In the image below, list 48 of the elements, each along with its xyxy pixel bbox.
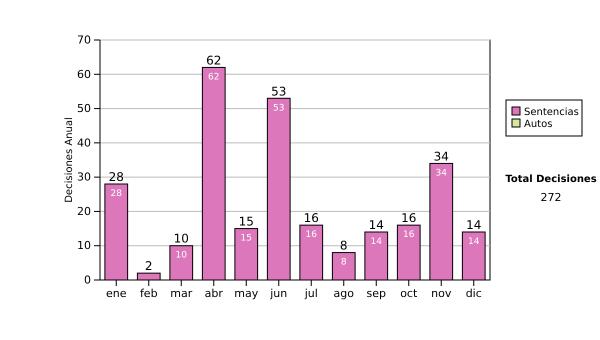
x-tick-label: ago (334, 286, 354, 300)
x-tick-label: nov (431, 286, 452, 300)
data-label: 34 (436, 168, 448, 178)
y-tick-label: 70 (77, 34, 91, 47)
y-axis-title: Decisiones Anual (64, 117, 75, 203)
total-label: 62 (206, 53, 222, 68)
total-label: 2 (144, 259, 153, 274)
y-tick-label: 10 (77, 239, 91, 252)
total-label: 34 (434, 149, 449, 164)
data-label: 62 (208, 72, 220, 82)
x-tick-label: may (234, 286, 259, 300)
y-tick-label: 30 (77, 170, 91, 184)
text: 272 (540, 191, 562, 204)
data-label: 8 (340, 258, 347, 268)
x-tick-label: mar (170, 286, 193, 300)
data-label: 14 (370, 237, 382, 247)
x-tick-label: feb (140, 286, 158, 300)
legend-label: Sentencias (524, 107, 579, 118)
data-label: 15 (240, 234, 252, 244)
total-label: 10 (174, 232, 189, 246)
data-label: 53 (273, 103, 284, 114)
x-tick-label: jun (269, 286, 288, 300)
data-label: 16 (306, 230, 318, 240)
text: Total Decisiones (505, 174, 597, 185)
y-tick-label: 50 (77, 102, 91, 116)
x-tick-label: sep (366, 286, 386, 300)
total-label: 15 (238, 214, 254, 229)
x-tick-label: oct (400, 286, 418, 300)
total-label: 28 (108, 170, 124, 184)
y-tick-label: 20 (77, 204, 91, 218)
legend-label: Autos (524, 119, 552, 130)
y-tick-label: 60 (77, 68, 91, 81)
data-label: 28 (110, 189, 122, 199)
y-tick-label: 40 (77, 136, 91, 150)
total-label: 14 (368, 218, 384, 232)
x-tick-label: dic (466, 286, 482, 300)
data-label: 10 (176, 250, 188, 261)
data-label: 16 (403, 230, 415, 240)
data-label: 14 (468, 237, 480, 247)
total-label: 8 (340, 238, 348, 253)
x-tick-label: jul (304, 286, 318, 300)
total-label: 16 (401, 211, 416, 226)
x-tick-label: ene (106, 286, 127, 300)
total-label: 16 (304, 211, 319, 226)
total-label: 53 (271, 84, 286, 98)
y-tick-label: 0 (84, 274, 91, 287)
total-label: 14 (466, 218, 482, 232)
x-tick-label: abr (204, 286, 224, 300)
